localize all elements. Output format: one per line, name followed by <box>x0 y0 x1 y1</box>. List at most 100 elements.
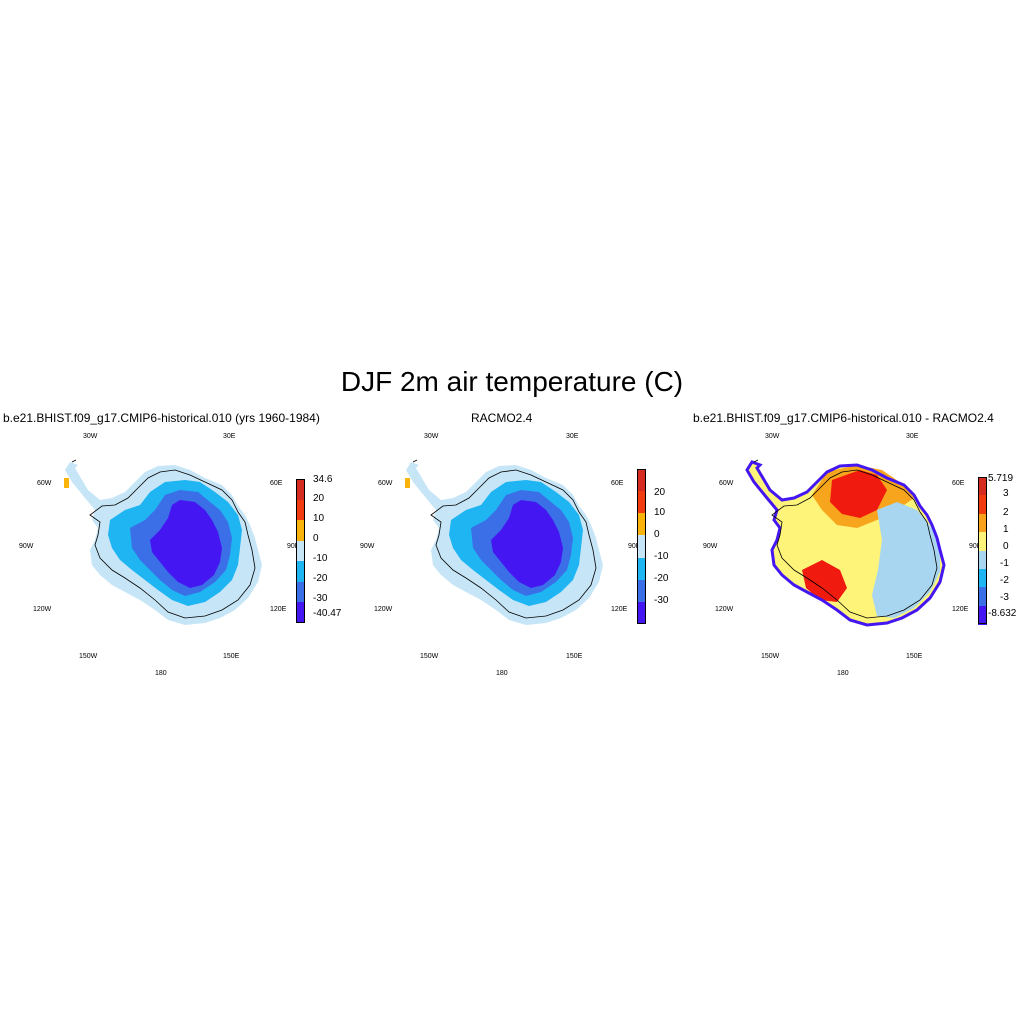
lon-label-30e: 30E <box>223 433 236 440</box>
colorbar-frame <box>978 477 987 624</box>
colorbar-segment <box>978 568 987 588</box>
colorbar <box>978 477 987 625</box>
figure-title: DJF 2m air temperature (C) <box>340 366 684 397</box>
lon-label-180: 180 <box>496 670 508 677</box>
lon-label-120e: 120E <box>952 606 969 613</box>
antarctica-map <box>64 459 262 625</box>
lon-label-120e: 120E <box>270 606 287 613</box>
colorbar-label: -10 <box>313 553 328 564</box>
colorbar-segment <box>296 561 305 583</box>
lon-label-60e: 60E <box>611 480 624 487</box>
peninsula-warm-patch <box>64 478 69 488</box>
colorbar-segment <box>637 535 646 559</box>
difference-hot-area-ross <box>802 560 847 602</box>
lon-label-90w: 90W <box>19 543 34 550</box>
lon-label-90e: 90E <box>969 543 982 550</box>
lon-label-30w: 30W <box>765 433 780 440</box>
colorbar-label: -2 <box>1000 575 1009 586</box>
lon-label-150w: 150W <box>420 653 439 660</box>
colorbar-label: 0 <box>313 533 319 544</box>
lon-label-60e: 60E <box>270 480 283 487</box>
colorbar-segment <box>978 532 987 551</box>
lon-label-60w: 60W <box>719 480 734 487</box>
colorbar-segment <box>296 540 305 562</box>
colorbar-segment <box>978 513 987 533</box>
difference-cold-margin <box>745 460 946 627</box>
colorbar-segment <box>296 581 305 603</box>
colorbar-frame <box>637 469 646 624</box>
colorbar-segment <box>296 520 305 542</box>
panel-title: b.e21.BHIST.f09_g17.CMIP6-historical.010… <box>693 411 994 425</box>
panel-model: b.e21.BHIST.f09_g17.CMIP6-historical.010… <box>0 410 341 690</box>
colorbar-label: 20 <box>313 493 325 504</box>
lon-label-90e: 90E <box>628 543 641 550</box>
panel-title: RACMO2.4 <box>471 411 533 425</box>
colorbar-segment <box>296 499 305 521</box>
panel-title: b.e21.BHIST.f09_g17.CMIP6-historical.010… <box>3 411 320 425</box>
colorbar-label: -20 <box>654 573 669 584</box>
colorbar <box>296 479 305 624</box>
lon-label-150e: 150E <box>906 653 923 660</box>
colorbar-label: -8.632 <box>988 608 1017 619</box>
coastline <box>430 469 597 619</box>
colorbar-segment <box>637 513 646 536</box>
lon-label-120w: 120W <box>33 606 52 613</box>
temperature-band-coldest <box>491 500 563 588</box>
colorbar-label: -3 <box>1000 592 1009 603</box>
colorbar-label: -10 <box>654 551 669 562</box>
colorbar-frame <box>296 479 305 623</box>
lon-label-30e: 30E <box>906 433 919 440</box>
colorbar-label: 5.719 <box>988 473 1014 484</box>
lon-label-60w: 60W <box>37 480 52 487</box>
colorbar-label: 34.6 <box>313 474 333 485</box>
lon-label-180: 180 <box>837 670 849 677</box>
panel-racmo: RACMO2.4 30W 30E 60W 60E 90W 90E 120W 12… <box>341 410 682 690</box>
lon-label-60w: 60W <box>378 480 393 487</box>
colorbar-segment <box>978 495 987 515</box>
colorbar-label: -20 <box>313 573 328 584</box>
colorbar <box>637 469 646 625</box>
colorbar-segment <box>296 479 305 501</box>
lon-label-180: 180 <box>155 670 167 677</box>
coastline-tip <box>753 459 759 463</box>
colorbar-label: 20 <box>654 487 666 498</box>
colorbar-label: 3 <box>1003 488 1009 499</box>
lon-label-90w: 90W <box>703 543 718 550</box>
lon-label-120e: 120E <box>611 606 628 613</box>
lon-label-30e: 30E <box>566 433 579 440</box>
lon-label-150w: 150W <box>761 653 780 660</box>
antarctica-map <box>405 459 603 625</box>
lon-label-150e: 150E <box>566 653 583 660</box>
colorbar-segment <box>296 602 305 624</box>
colorbar-segment <box>978 477 987 496</box>
colorbar-label: -30 <box>654 595 669 606</box>
temperature-band-coldest <box>150 500 222 588</box>
lon-label-150w: 150W <box>79 653 98 660</box>
lon-label-30w: 30W <box>424 433 439 440</box>
colorbar-label: 10 <box>654 507 666 518</box>
peninsula-warm-patch <box>405 478 410 488</box>
colorbar-label: 2 <box>1003 507 1009 518</box>
lon-label-90w: 90W <box>360 543 375 550</box>
colorbar-segment <box>637 469 646 492</box>
colorbar-segment <box>978 587 987 607</box>
colorbar-segment <box>978 605 987 625</box>
panel-difference: b.e21.BHIST.f09_g17.CMIP6-historical.010… <box>682 410 1023 690</box>
colorbar-segment <box>637 557 646 581</box>
colorbar-segment <box>637 601 646 625</box>
lon-label-60e: 60E <box>952 480 965 487</box>
colorbar-segment <box>637 491 646 514</box>
lon-label-90e: 90E <box>287 543 300 550</box>
difference-hot-area <box>830 470 887 518</box>
coastline-tip <box>412 459 418 463</box>
colorbar-label: -30 <box>313 593 328 604</box>
colorbar-label: 10 <box>313 513 325 524</box>
coastline-tip <box>71 459 77 463</box>
colorbar-label: -40.47 <box>313 608 342 619</box>
colorbar-label: 1 <box>1003 524 1009 535</box>
colorbar-segment <box>637 579 646 603</box>
colorbar-segment <box>978 550 987 570</box>
colorbar-label: 0 <box>654 529 660 540</box>
lon-label-120w: 120W <box>374 606 393 613</box>
lon-label-30w: 30W <box>83 433 98 440</box>
